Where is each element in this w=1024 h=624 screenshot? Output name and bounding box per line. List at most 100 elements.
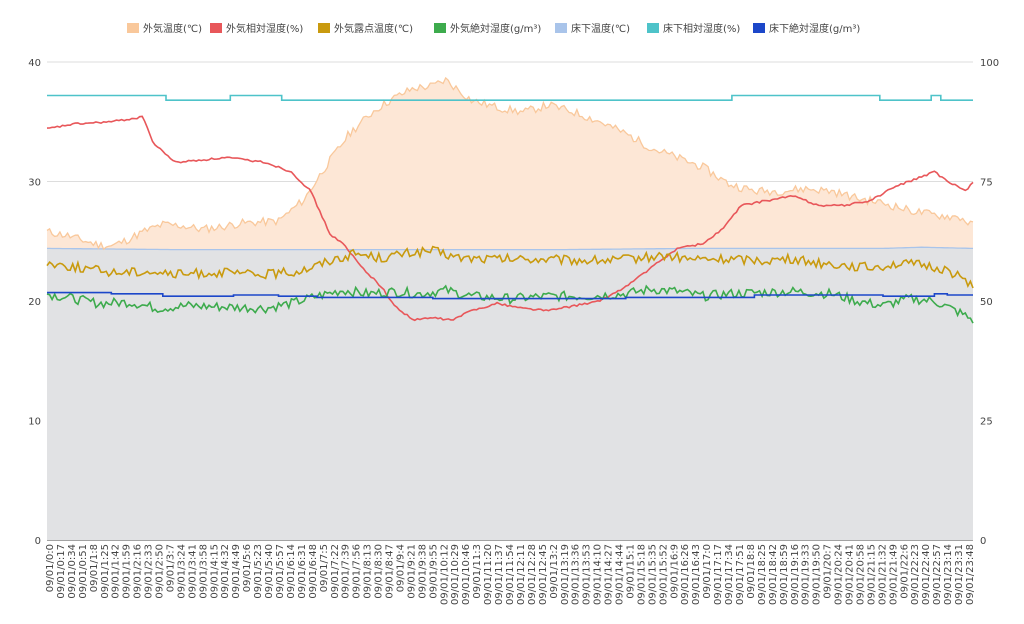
right-tick-label: 75 bbox=[980, 178, 993, 189]
x-tick-label: 09/01/9:55 bbox=[428, 544, 439, 599]
x-tick-label: 09/01/11:54 bbox=[505, 544, 516, 605]
x-tick-label: 09/01/14:44 bbox=[615, 544, 626, 605]
x-tick-label: 09/01/19:16 bbox=[790, 544, 801, 605]
outdoor-rh-line bbox=[46, 115, 974, 322]
right-tick-label: 100 bbox=[980, 58, 999, 69]
legend-swatch bbox=[555, 23, 567, 33]
x-tick-label: 09/01/3:7 bbox=[166, 544, 177, 592]
left-tick-label: 30 bbox=[28, 178, 41, 189]
legend-swatch bbox=[318, 23, 330, 33]
x-tick-label: 09/01/20:24 bbox=[834, 544, 845, 605]
x-tick-label: 09/01/7:22 bbox=[330, 544, 341, 599]
x-tick-label: 09/01/12:28 bbox=[527, 544, 538, 605]
x-tick-label: 09/01/15:35 bbox=[647, 544, 658, 605]
x-tick-label: 09/01/17:0 bbox=[702, 544, 713, 599]
x-tick-label: 09/01/0:17 bbox=[56, 544, 67, 599]
x-tick-label: 09/01/10:46 bbox=[461, 544, 472, 605]
x-tick-label: 09/01/5:6 bbox=[242, 544, 253, 592]
x-tick-label: 09/01/6:14 bbox=[286, 544, 297, 599]
legend-item-outdoor-dewpoint[interactable]: 外気露点温度(℃) bbox=[318, 22, 413, 35]
x-tick-label: 09/01/1:59 bbox=[122, 544, 133, 599]
x-tick-label: 09/01/21:49 bbox=[888, 544, 899, 605]
x-tick-label: 09/01/3:24 bbox=[176, 544, 187, 599]
legend-swatch bbox=[434, 23, 446, 33]
x-tick-label: 09/01/18:59 bbox=[779, 544, 790, 605]
x-tick-label: 09/01/3:58 bbox=[198, 544, 209, 599]
x-tick-label: 09/01/19:50 bbox=[812, 544, 823, 605]
legend-label: 外気絶対湿度(g/m³) bbox=[450, 22, 541, 35]
x-tick-label: 09/01/7:39 bbox=[341, 544, 352, 599]
x-tick-label: 09/01/18:8 bbox=[746, 544, 757, 599]
x-tick-label: 09/01/2:33 bbox=[144, 544, 155, 599]
legend-item-under-floor-rh[interactable]: 床下相対湿度(%) bbox=[647, 22, 740, 35]
x-tick-label: 09/01/17:17 bbox=[713, 544, 724, 605]
x-tick-label: 09/01/22:6 bbox=[899, 544, 910, 599]
x-tick-label: 09/01/4:49 bbox=[231, 544, 242, 599]
x-tick-label: 09/01/4:32 bbox=[220, 544, 231, 599]
x-tick-label: 09/01/11:37 bbox=[494, 544, 505, 605]
x-tick-label: 09/01/9:38 bbox=[417, 544, 428, 599]
x-tick-label: 09/01/17:34 bbox=[724, 544, 735, 605]
outdoor-temp-line bbox=[46, 76, 974, 251]
under-floor-temp-area bbox=[47, 247, 973, 540]
x-tick-label: 09/01/22:57 bbox=[932, 544, 943, 605]
legend-swatch bbox=[647, 23, 659, 33]
area-series bbox=[47, 77, 973, 541]
x-tick-label: 09/01/9:4 bbox=[396, 544, 407, 592]
x-tick-label: 09/01/11:20 bbox=[483, 544, 494, 605]
x-tick-label: 09/01/5:23 bbox=[253, 544, 264, 599]
x-tick-label: 09/01/14:10 bbox=[593, 544, 604, 605]
outdoor-dewpoint-line bbox=[46, 245, 974, 289]
legend-item-outdoor-rh[interactable]: 外気相対湿度(%) bbox=[210, 22, 303, 35]
x-tick-label: 09/01/20:58 bbox=[856, 544, 867, 605]
x-tick-label: 09/01/10:12 bbox=[439, 544, 450, 605]
x-tick-label: 09/01/20:41 bbox=[845, 544, 856, 605]
x-tick-label: 09/01/8:30 bbox=[374, 544, 385, 599]
x-tick-label: 09/01/2:16 bbox=[133, 544, 144, 599]
legend-item-under-floor-ah[interactable]: 床下絶対湿度(g/m³) bbox=[753, 22, 860, 35]
x-tick-label: 09/01/12:45 bbox=[538, 544, 549, 605]
under-floor-temp-line bbox=[47, 246, 973, 251]
x-tick-label: 09/01/23:14 bbox=[943, 544, 954, 605]
x-tick-label: 09/01/15:18 bbox=[636, 544, 647, 605]
x-tick-label: 09/01/7:56 bbox=[352, 544, 363, 599]
legend-item-under-floor-temp[interactable]: 床下温度(℃) bbox=[555, 22, 630, 35]
x-tick-label: 09/01/16:26 bbox=[680, 544, 691, 605]
x-tick-label: 09/01/6:31 bbox=[297, 544, 308, 599]
legend-swatch bbox=[210, 23, 222, 33]
x-tick-label: 09/01/11:3 bbox=[472, 544, 483, 599]
legend-item-outdoor-ah[interactable]: 外気絶対湿度(g/m³) bbox=[434, 22, 541, 35]
x-tick-label: 09/01/0:0 bbox=[45, 544, 56, 592]
x-tick-label: 09/01/10:29 bbox=[450, 544, 461, 605]
legend-item-outdoor-temp[interactable]: 外気温度(℃) bbox=[127, 22, 202, 35]
right-tick-label: 0 bbox=[980, 536, 986, 547]
x-tick-label: 09/01/7:5 bbox=[319, 544, 330, 592]
x-tick-label: 09/01/22:40 bbox=[921, 544, 932, 605]
left-axis: 0 10 20 30 40 bbox=[28, 58, 41, 547]
legend-label: 外気温度(℃) bbox=[143, 22, 202, 35]
x-tick-label: 09/01/2:50 bbox=[155, 544, 166, 599]
legend[interactable]: 外気温度(℃) 外気相対湿度(%) 外気露点温度(℃) 外気絶対湿度(g/m³) 床下温… bbox=[127, 22, 860, 35]
x-tick-label: 09/01/13:53 bbox=[582, 544, 593, 605]
x-tick-label: 09/01/1:25 bbox=[100, 544, 111, 599]
x-tick-label: 09/01/13:36 bbox=[571, 544, 582, 605]
left-tick-label: 10 bbox=[28, 417, 41, 428]
x-tick-label: 09/01/16:9 bbox=[669, 544, 680, 599]
x-tick-label: 09/01/13:19 bbox=[560, 544, 571, 605]
x-tick-label: 09/01/0:34 bbox=[67, 544, 78, 599]
legend-swatch bbox=[127, 23, 139, 33]
legend-label: 床下温度(℃) bbox=[571, 22, 630, 35]
x-tick-label: 09/01/1:42 bbox=[111, 544, 122, 599]
x-tick-label: 09/01/5:40 bbox=[264, 544, 275, 599]
x-tick-label: 09/01/1:8 bbox=[89, 544, 100, 592]
x-tick-label: 09/01/16:43 bbox=[691, 544, 702, 605]
legend-swatch bbox=[753, 23, 765, 33]
legend-label: 外気露点温度(℃) bbox=[334, 22, 413, 35]
x-tick-label: 09/01/3:41 bbox=[187, 544, 198, 599]
x-tick-label: 09/01/21:32 bbox=[877, 544, 888, 605]
left-tick-label: 0 bbox=[35, 536, 41, 547]
legend-label: 床下絶対湿度(g/m³) bbox=[769, 22, 860, 35]
right-axis: 0 25 50 75 100 bbox=[980, 58, 999, 547]
x-tick-label: 09/01/21:15 bbox=[866, 544, 877, 605]
